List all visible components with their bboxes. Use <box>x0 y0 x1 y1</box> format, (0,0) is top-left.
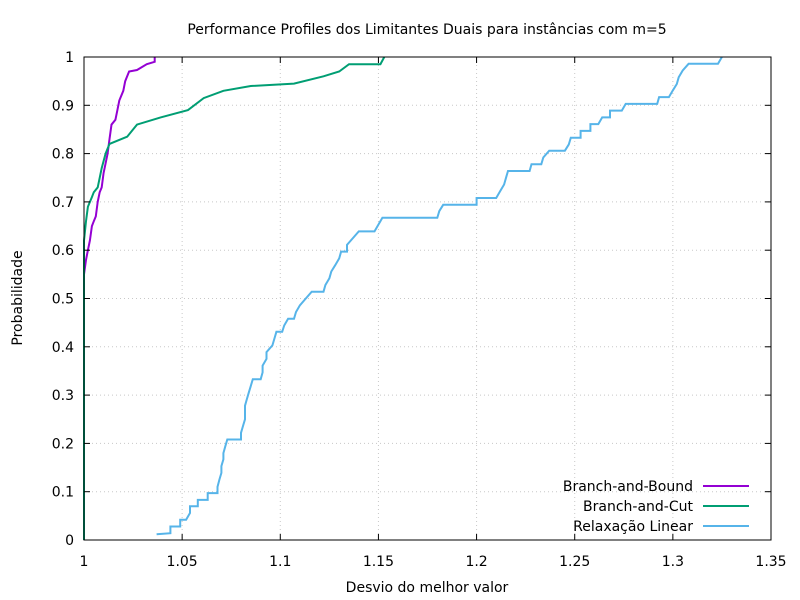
axis-ticks <box>83 56 772 541</box>
legend: Branch-and-Bound Branch-and-Cut Relaxação … <box>563 479 749 535</box>
x-tick-label: 1.35 <box>755 554 786 570</box>
x-tick-label: 1.05 <box>167 554 198 570</box>
x-axis-label: Desvio do melhor valor <box>346 580 509 596</box>
legend-label-0: Branch-and-Bound <box>563 479 693 495</box>
y-tick-label: 0.8 <box>52 147 74 163</box>
tick-labels: 1 1.05 1.1 1.15 1.2 1.25 1.3 1.35 0 0.1 0.2 0.3 0.4 0… <box>52 50 787 570</box>
y-tick-label: 0.4 <box>52 340 74 356</box>
x-tick-label: 1.25 <box>559 554 590 570</box>
y-tick-label: 0.3 <box>52 388 74 404</box>
y-tick-label: 0.5 <box>52 292 74 308</box>
y-tick-label: 0.1 <box>52 485 74 501</box>
series-line-0 <box>83 57 156 540</box>
y-tick-label: 0.7 <box>52 195 74 211</box>
chart-title: Performance Profiles dos Limitantes Duai… <box>187 22 666 38</box>
x-tick-label: 1 <box>80 554 89 570</box>
y-tick-label: 0.6 <box>52 243 74 259</box>
y-tick-label: 0 <box>65 533 74 549</box>
legend-label-2: Relaxação Linear <box>573 519 693 535</box>
series-lines <box>83 56 723 540</box>
y-tick-label: 1 <box>65 50 74 66</box>
series-line-1 <box>83 56 386 540</box>
x-tick-label: 1.15 <box>363 554 394 570</box>
legend-label-1: Branch-and-Cut <box>583 499 693 515</box>
x-tick-label: 1.2 <box>465 554 487 570</box>
x-tick-label: 1.3 <box>662 554 684 570</box>
y-tick-label: 0.2 <box>52 436 74 452</box>
x-tick-label: 1.1 <box>269 554 291 570</box>
y-tick-label: 0.9 <box>52 98 74 114</box>
series-line-2 <box>156 56 723 536</box>
y-axis-label: Probabilidade <box>10 250 26 345</box>
